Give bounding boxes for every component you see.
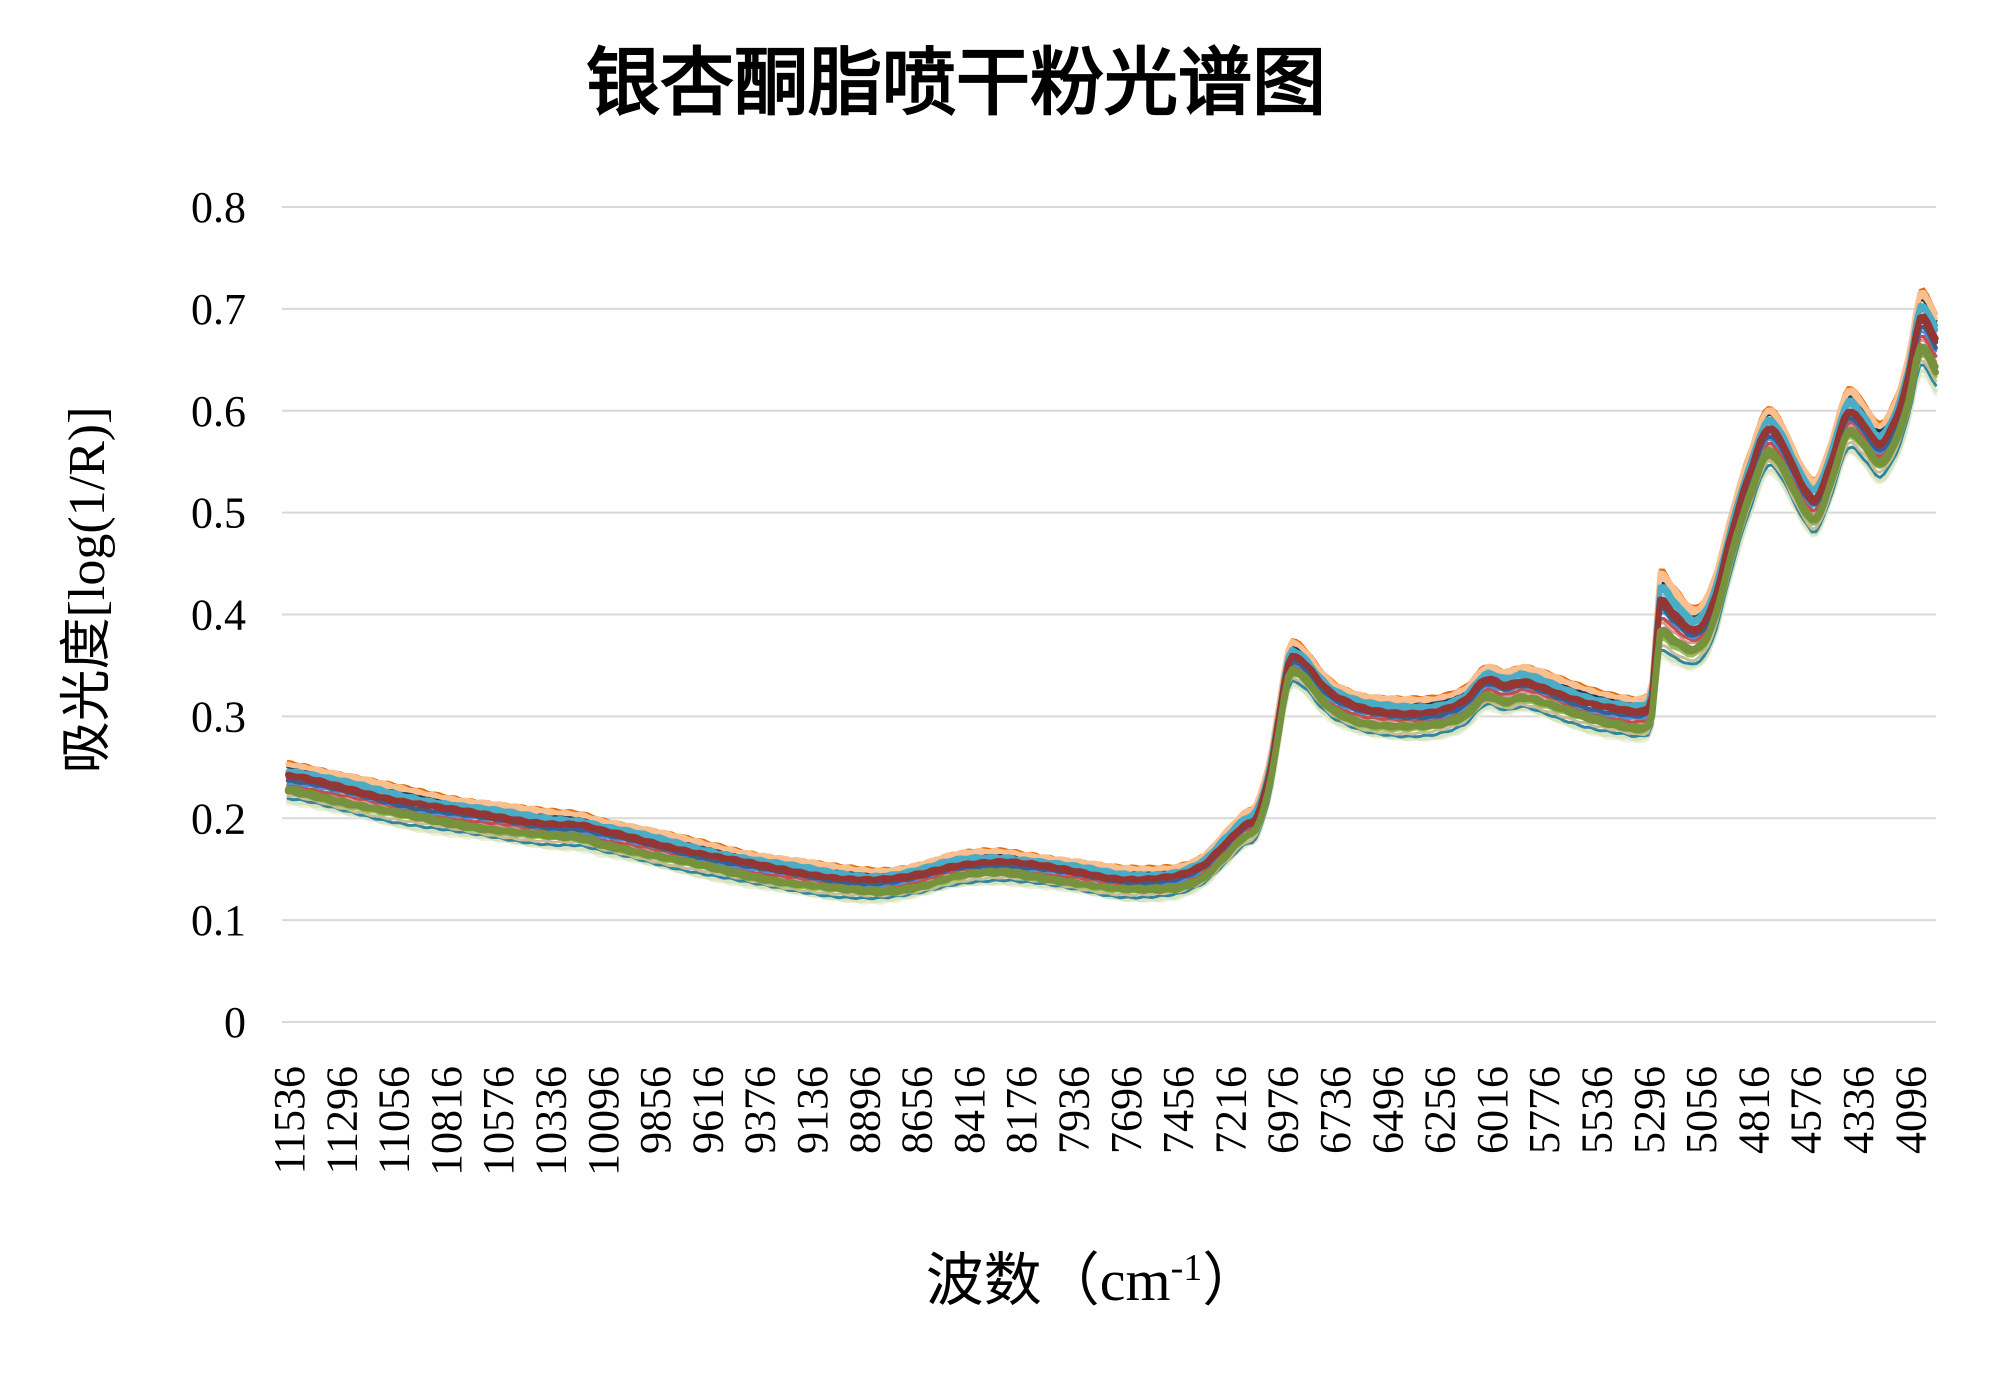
x-tick-label: 11296 bbox=[317, 1066, 366, 1174]
x-tick-label: 6976 bbox=[1259, 1066, 1308, 1154]
x-axis-title-close: ） bbox=[1202, 1248, 1260, 1313]
x-tick-label: 5776 bbox=[1520, 1066, 1569, 1154]
x-tick-label: 5056 bbox=[1677, 1066, 1726, 1154]
x-tick-label: 8656 bbox=[893, 1066, 942, 1154]
x-tick-label: 11056 bbox=[370, 1066, 419, 1174]
y-tick-label: 0.7 bbox=[191, 285, 246, 334]
y-tick-label: 0.4 bbox=[191, 591, 246, 640]
gridlines bbox=[282, 206, 1936, 1023]
spectrum-line-20 bbox=[284, 348, 1939, 897]
x-tick-label: 8416 bbox=[945, 1066, 994, 1154]
x-tick-label: 10336 bbox=[527, 1066, 576, 1176]
spectrum-line-18 bbox=[285, 318, 1939, 884]
x-tick-label: 9376 bbox=[736, 1066, 785, 1154]
x-tick-label: 4576 bbox=[1782, 1066, 1831, 1154]
y-axis-title: 吸光度[log(1/R)] bbox=[59, 407, 116, 774]
x-tick-label: 7216 bbox=[1206, 1066, 1255, 1154]
y-tick-label: 0.3 bbox=[191, 692, 246, 741]
x-tick-label: 4096 bbox=[1886, 1066, 1935, 1154]
spectrum-line-14 bbox=[285, 289, 1939, 874]
y-tick-label: 0.2 bbox=[191, 794, 246, 843]
y-tick-label: 0.8 bbox=[191, 183, 246, 232]
y-axis-tick-labels: 0.8 0.7 0.6 0.5 0.4 0.3 0.2 0.1 0 bbox=[191, 183, 246, 1047]
x-tick-label: 6016 bbox=[1468, 1066, 1517, 1154]
x-tick-label: 4816 bbox=[1729, 1066, 1778, 1154]
x-tick-label: 5296 bbox=[1625, 1066, 1674, 1154]
x-tick-label: 6736 bbox=[1311, 1066, 1360, 1154]
x-tick-label: 5536 bbox=[1573, 1066, 1622, 1154]
x-tick-label: 6496 bbox=[1363, 1066, 1412, 1154]
x-tick-label: 9616 bbox=[683, 1066, 732, 1154]
x-tick-label: 10096 bbox=[579, 1066, 628, 1176]
x-tick-label: 9136 bbox=[788, 1066, 837, 1154]
x-tick-label: 9856 bbox=[631, 1066, 680, 1154]
x-tick-label: 7696 bbox=[1102, 1066, 1151, 1154]
x-axis-title-main: 波数（cm bbox=[926, 1248, 1171, 1313]
spectra-lines bbox=[284, 287, 1939, 905]
x-tick-label: 8896 bbox=[840, 1066, 889, 1154]
x-tick-label: 4336 bbox=[1834, 1066, 1883, 1154]
x-tick-label: 10576 bbox=[474, 1066, 523, 1176]
x-tick-label: 6256 bbox=[1416, 1066, 1465, 1154]
y-tick-label: 0 bbox=[224, 998, 246, 1047]
x-tick-label: 11536 bbox=[265, 1066, 314, 1174]
chart-title: 银杏酮脂喷干粉光谱图 bbox=[586, 43, 1326, 125]
y-tick-label: 0.5 bbox=[191, 489, 246, 538]
y-tick-label: 0.6 bbox=[191, 387, 246, 436]
x-tick-label: 7456 bbox=[1154, 1066, 1203, 1154]
x-tick-label: 8176 bbox=[997, 1066, 1046, 1154]
x-axis-tick-labels: 11536 11296 11056 10816 10576 10336 10096 9856 9… bbox=[265, 1066, 1935, 1176]
x-axis-title-superscript: -1 bbox=[1171, 1247, 1203, 1289]
x-tick-label: 10816 bbox=[422, 1066, 471, 1176]
spectrum-line-2 bbox=[286, 368, 1938, 904]
x-axis-title: 波数（cm-1） bbox=[926, 1247, 1261, 1313]
y-tick-label: 0.1 bbox=[191, 896, 246, 945]
x-tick-label: 7936 bbox=[1050, 1066, 1099, 1154]
